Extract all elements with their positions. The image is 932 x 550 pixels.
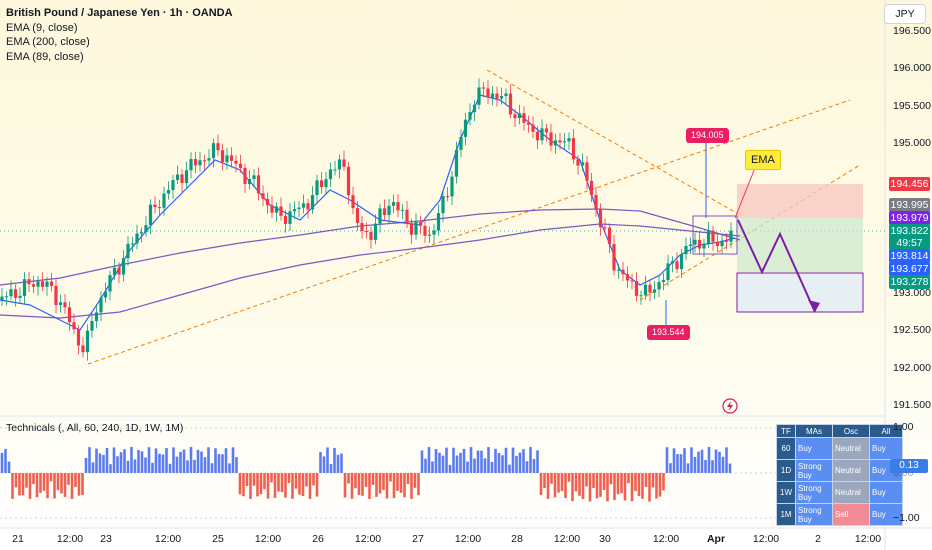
osc-value-tag: 0.13 bbox=[890, 459, 928, 473]
price-tick: 191.500 bbox=[893, 399, 931, 411]
table-row: 60 Buy Neutral Buy bbox=[776, 437, 903, 460]
tf-cell: 1M bbox=[776, 503, 796, 526]
tf-cell: 60 bbox=[776, 437, 796, 460]
price-tick: 193.000 bbox=[893, 287, 931, 299]
technicals-table: TF MAs Osc All 60 Buy Neutral Buy 1D Str… bbox=[776, 424, 903, 526]
countdown-tag: 49:57 bbox=[889, 236, 930, 250]
ema-note[interactable]: EMA bbox=[745, 150, 781, 170]
price-tag-entry: 193.979 bbox=[889, 211, 930, 225]
osc-tick: 1.00 bbox=[893, 421, 914, 433]
price-tick: 192.000 bbox=[893, 362, 931, 374]
mas-cell: Buy bbox=[795, 437, 833, 460]
symbol-title[interactable]: British Pound / Japanese Yen · 1h · OAND… bbox=[6, 7, 233, 19]
price-tag-target: 193.278 bbox=[889, 275, 930, 289]
table-row: 1M Strong Buy Sell Buy bbox=[776, 503, 903, 526]
osc-cell: Neutral bbox=[832, 459, 870, 482]
time-label: 30 bbox=[599, 533, 611, 545]
projection-arrow[interactable] bbox=[734, 167, 820, 313]
mas-cell: Strong Buy bbox=[795, 459, 833, 482]
price-tag-current: 193.822 bbox=[889, 224, 930, 238]
chart-legend[interactable]: British Pound / Japanese Yen · 1h · OAND… bbox=[6, 6, 233, 64]
price-tick: 195.000 bbox=[893, 137, 931, 149]
all-cell: Buy bbox=[869, 481, 903, 504]
currency-button[interactable]: JPY bbox=[884, 4, 926, 24]
callout-low[interactable]: 193.544 bbox=[647, 325, 690, 340]
mas-cell: Strong Buy bbox=[795, 481, 833, 504]
time-label: 12:00 bbox=[154, 533, 182, 545]
time-label: 12:00 bbox=[254, 533, 282, 545]
time-label: 12:00 bbox=[354, 533, 382, 545]
lightning-bolt-icon[interactable] bbox=[722, 398, 738, 414]
price-tag-high: 193.995 bbox=[889, 198, 930, 212]
price-tag-stop: 194.456 bbox=[889, 177, 930, 191]
price-tag-ema89: 193.677 bbox=[889, 262, 930, 276]
time-label: 12:00 bbox=[854, 533, 882, 545]
indicator-ema89[interactable]: EMA (89, close) bbox=[6, 50, 84, 63]
time-label: 2 bbox=[815, 533, 821, 545]
indicator-ema9[interactable]: EMA (9, close) bbox=[6, 21, 78, 34]
table-row: 1W Strong Buy Neutral Buy bbox=[776, 481, 903, 504]
position-zones[interactable] bbox=[736, 184, 864, 313]
table-header: TF bbox=[776, 424, 796, 438]
price-tick: 196.500 bbox=[893, 25, 931, 37]
moving-averages bbox=[0, 94, 741, 331]
price-tag-ema9: 193.814 bbox=[889, 249, 930, 263]
time-label: 12:00 bbox=[454, 533, 482, 545]
time-label: 21 bbox=[12, 533, 24, 545]
osc-cell: Neutral bbox=[832, 481, 870, 504]
time-label: 12:00 bbox=[752, 533, 780, 545]
table-row: 1D Strong Buy Neutral Buy bbox=[776, 459, 903, 482]
technicals-histogram bbox=[0, 447, 732, 502]
price-tick: 195.500 bbox=[893, 100, 931, 112]
table-header: Osc bbox=[832, 424, 870, 438]
time-label: 28 bbox=[511, 533, 523, 545]
time-label: Apr bbox=[706, 533, 726, 545]
time-label: 12:00 bbox=[56, 533, 84, 545]
all-cell: Buy bbox=[869, 503, 903, 526]
price-tick: 196.000 bbox=[893, 62, 931, 74]
all-cell: Buy bbox=[869, 437, 903, 460]
time-label: 23 bbox=[100, 533, 112, 545]
tf-cell: 1W bbox=[776, 481, 796, 504]
osc-cell: Sell bbox=[832, 503, 870, 526]
osc-cell: Neutral bbox=[832, 437, 870, 460]
price-tick: 192.500 bbox=[893, 324, 931, 336]
indicator-ema200[interactable]: EMA (200, close) bbox=[6, 36, 90, 48]
time-label: 27 bbox=[412, 533, 424, 545]
tf-cell: 1D bbox=[776, 459, 796, 482]
time-label: 12:00 bbox=[553, 533, 581, 545]
table-header: MAs bbox=[795, 424, 833, 438]
callout-high[interactable]: 194.005 bbox=[686, 128, 729, 143]
time-label: 26 bbox=[312, 533, 324, 545]
mas-cell: Strong Buy bbox=[795, 503, 833, 526]
technicals-label[interactable]: Technicals (, All, 60, 240, 1D, 1W, 1M) bbox=[6, 422, 184, 434]
candles bbox=[0, 78, 733, 361]
osc-tick: −1.00 bbox=[893, 512, 920, 524]
time-label: 12:00 bbox=[652, 533, 680, 545]
time-label: 25 bbox=[212, 533, 224, 545]
